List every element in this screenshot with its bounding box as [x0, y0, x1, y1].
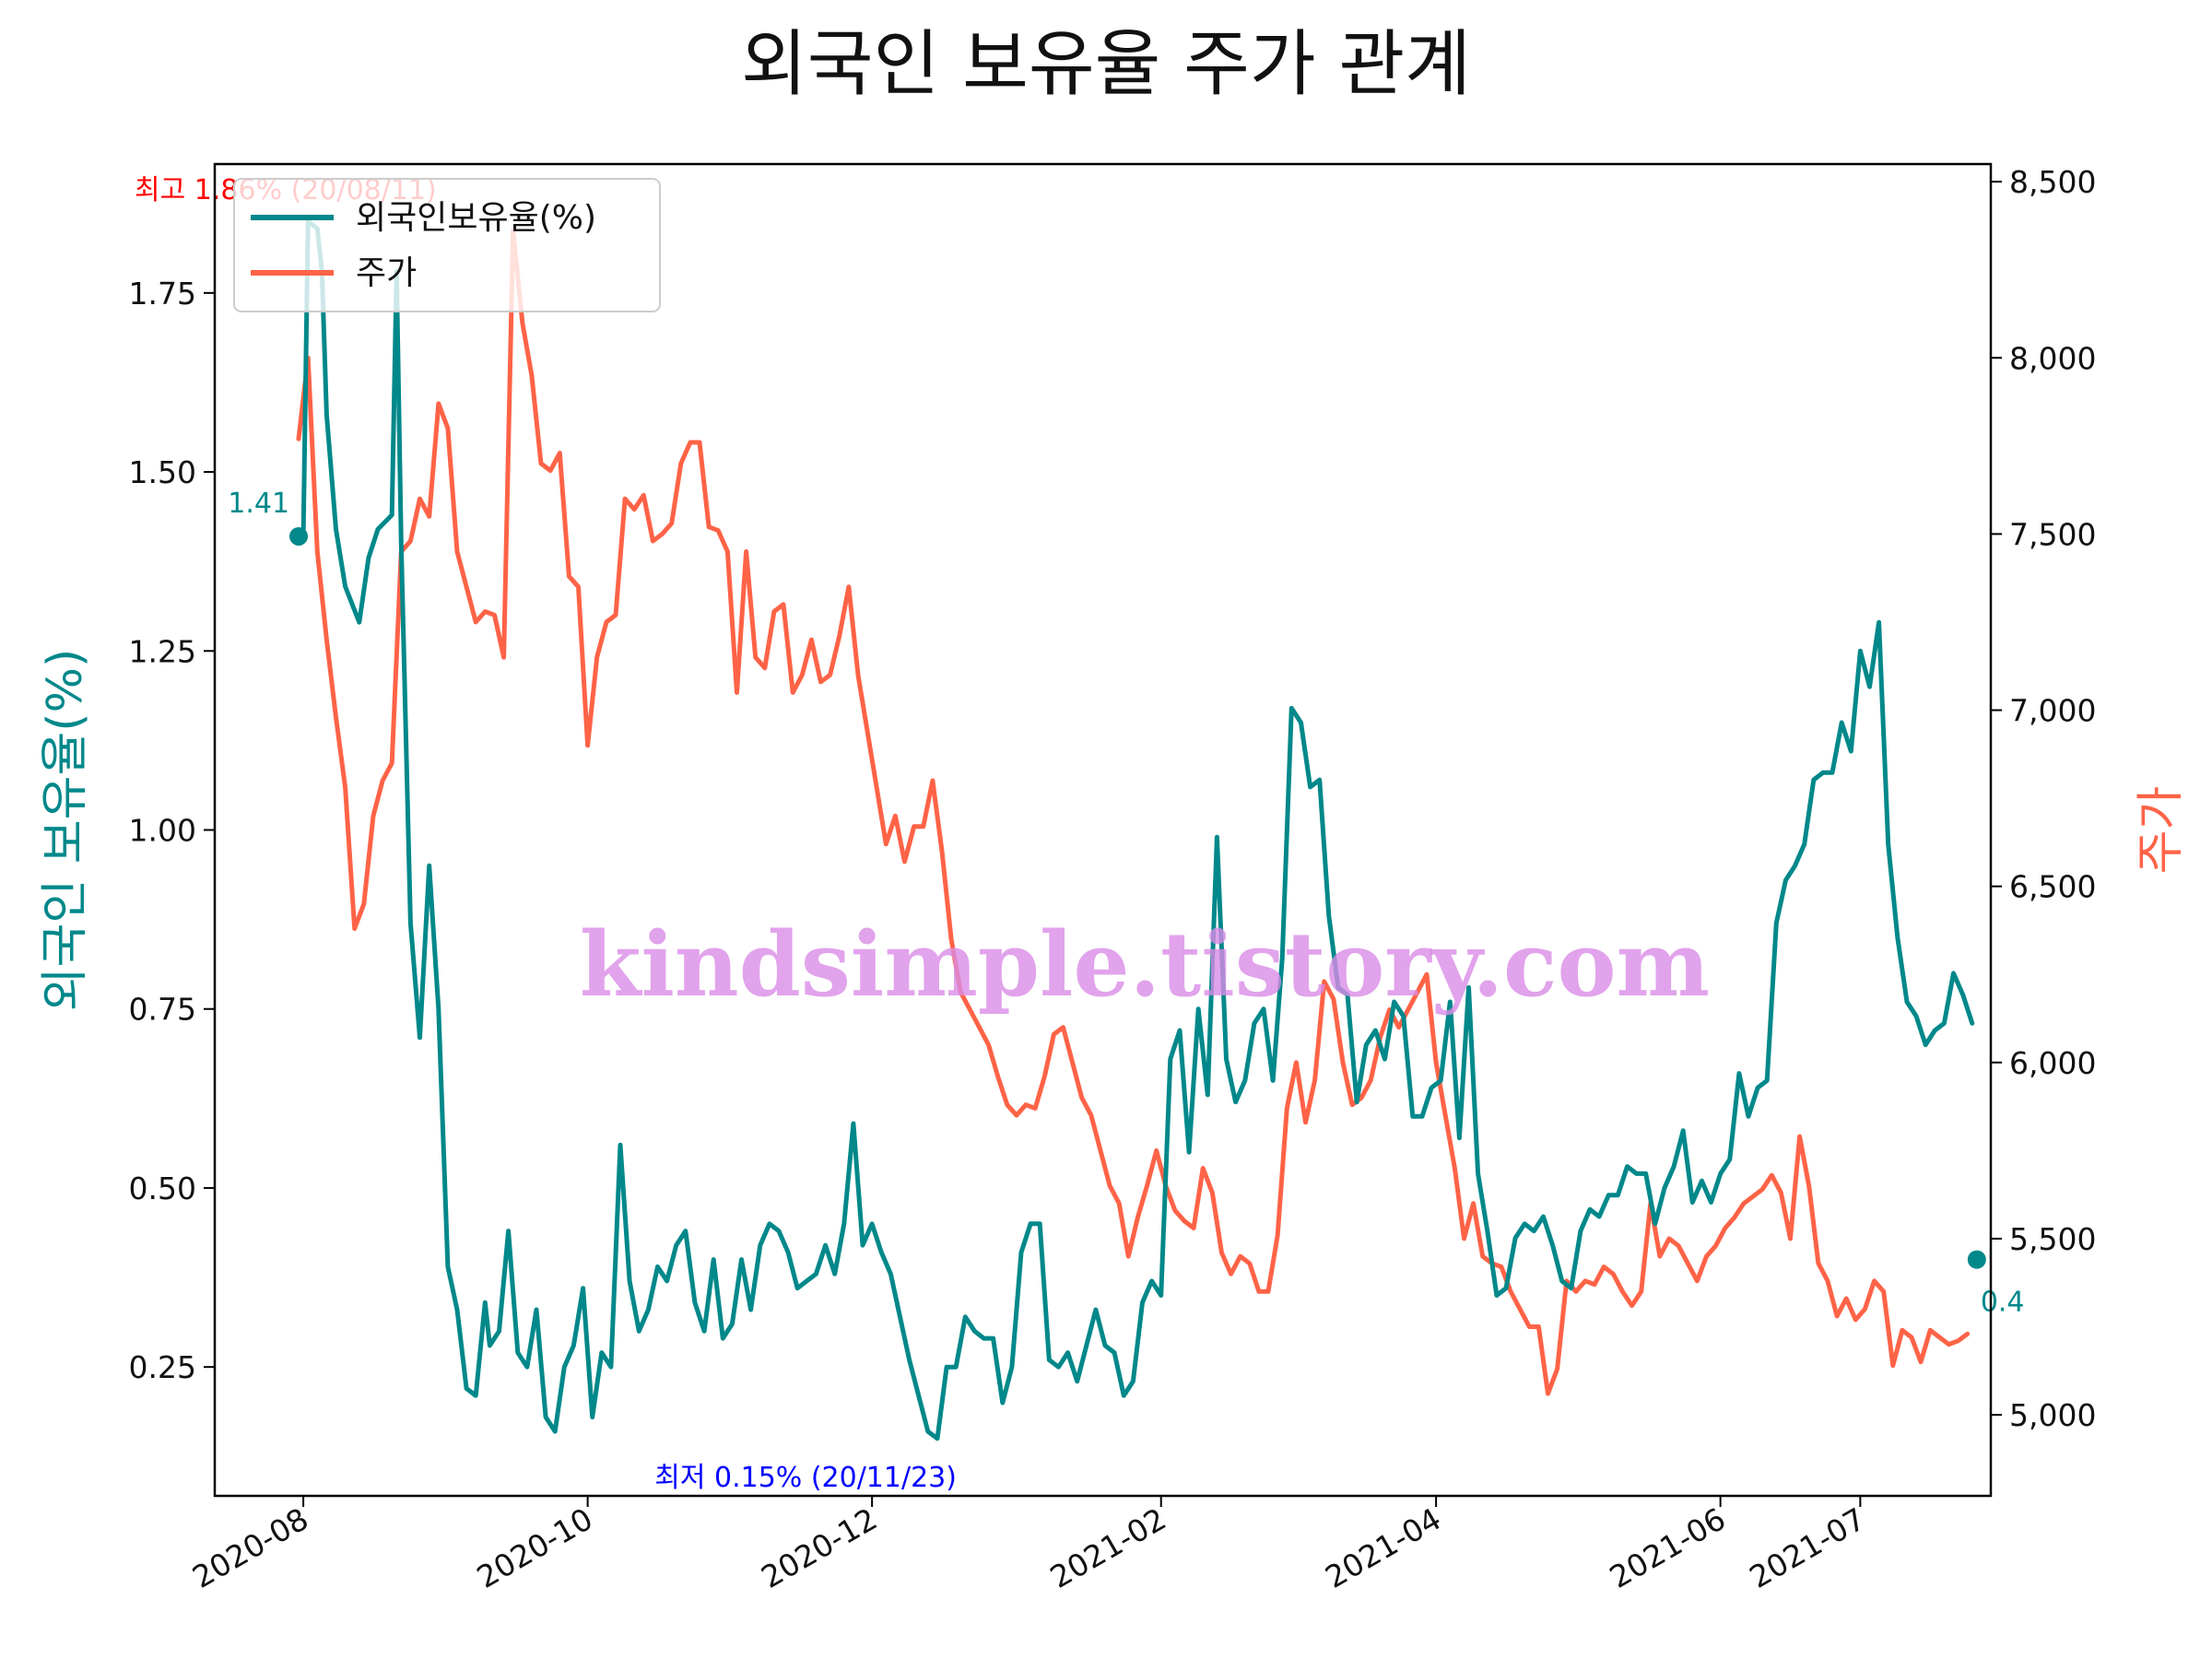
y-left-tick-label: 1.00: [129, 813, 196, 849]
end-value-label: 0.4: [1981, 1287, 2025, 1319]
y-right-tick-label: 7,000: [2009, 693, 2096, 729]
y-right-tick-label: 7,500: [2009, 516, 2096, 552]
y-right-tick-label: 5,000: [2009, 1397, 2096, 1433]
y-left-tick-label: 1.25: [129, 633, 196, 669]
endpoint-marker: [289, 526, 309, 546]
plot-area: [215, 164, 1991, 1496]
legend-box: [233, 178, 661, 312]
watermark-text: kindsimple.tistory.com: [580, 912, 1710, 1017]
chart-title: 외국인 보유율 주가 관계: [741, 23, 1471, 106]
y-right-axis-label: 주가: [2134, 786, 2189, 875]
min-annotation: 최저 0.15% (20/11/23): [654, 1462, 957, 1494]
y-right-tick-label: 8,000: [2009, 340, 2096, 376]
y-left-axis-label: 외국인 보유율(%): [38, 649, 93, 1012]
legend: 외국인보유율(%) 주가: [233, 178, 661, 312]
y-right-tick-label: 5,500: [2009, 1221, 2096, 1257]
y-left-tick-label: 0.75: [129, 992, 196, 1028]
y-left-tick-label: 1.50: [129, 454, 196, 490]
series-line-price: [296, 229, 1971, 1396]
watermark-layer: kindsimple.tistory.com: [580, 912, 1710, 1017]
series-layer: [296, 218, 1975, 1441]
y-right-tick-label: 6,000: [2009, 1045, 2096, 1081]
legend-label: 주가: [356, 254, 417, 292]
start-value-label: 1.41: [228, 488, 289, 520]
y-right-tick-label: 6,500: [2009, 869, 2096, 905]
endpoint-marker: [1967, 1250, 1986, 1269]
y-left-tick-label: 0.25: [129, 1349, 196, 1385]
legend-label: 외국인보유율(%): [356, 199, 596, 237]
series-line-foreign-ratio: [296, 218, 1975, 1441]
y-left-tick-label: 1.75: [129, 276, 196, 312]
y-left-tick-label: 0.50: [129, 1171, 196, 1206]
y-right-tick-label: 8,500: [2009, 164, 2096, 200]
